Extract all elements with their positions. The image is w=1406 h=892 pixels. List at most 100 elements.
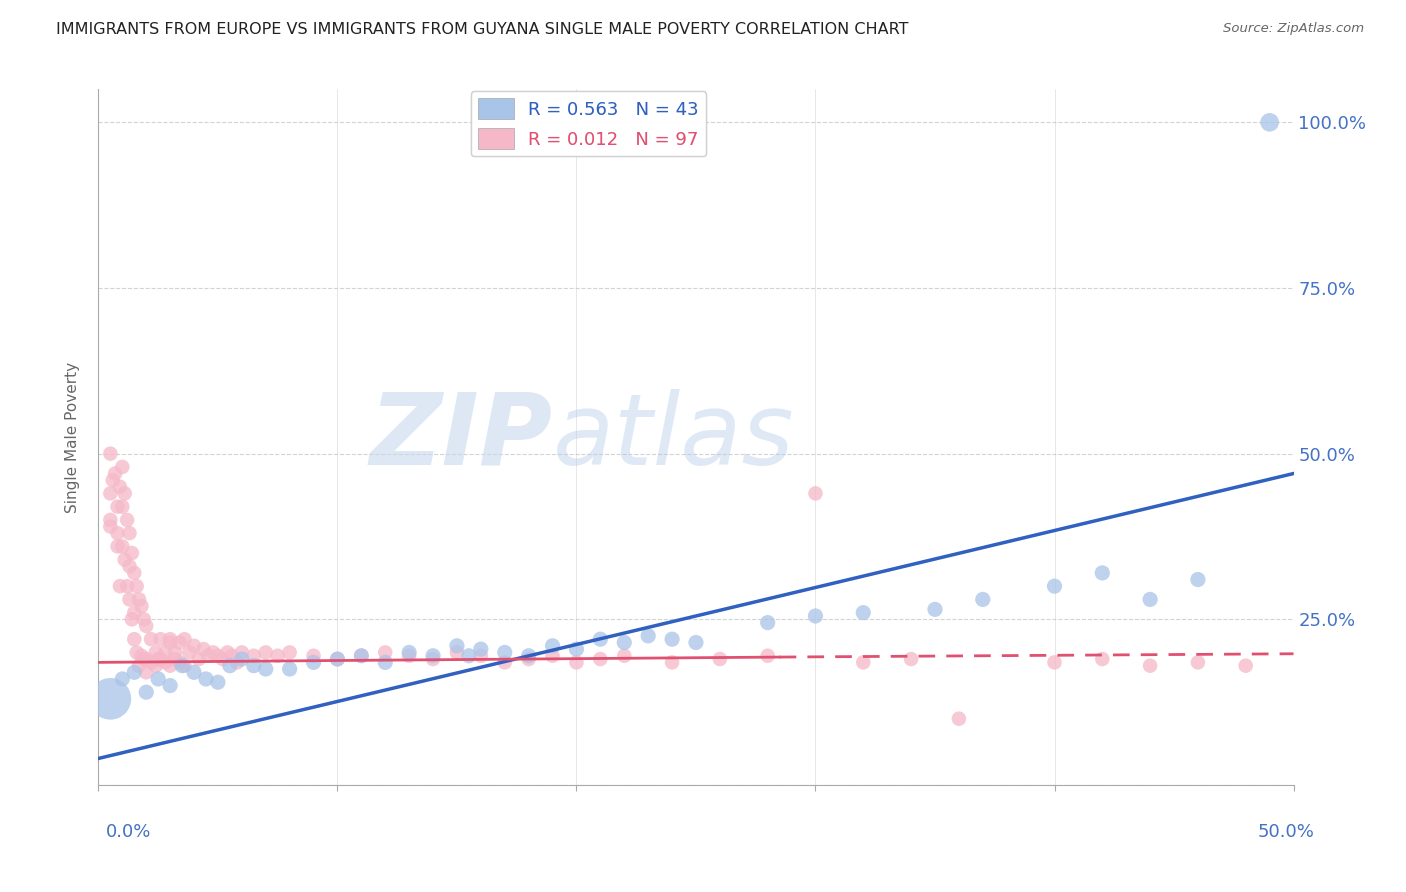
Point [446, 645, 468, 659]
Point [124, 566, 146, 580]
Point [197, 648, 219, 663]
Point [458, 648, 481, 663]
Point [972, 592, 994, 607]
Point [101, 473, 124, 487]
Text: 50.0%: 50.0% [1258, 823, 1315, 841]
Point [661, 656, 683, 670]
Point [685, 635, 707, 649]
Point [107, 500, 129, 514]
Point [183, 639, 205, 653]
Point [211, 652, 233, 666]
Point [637, 629, 659, 643]
Point [98, 519, 122, 533]
Point [155, 656, 177, 670]
Point [804, 609, 827, 624]
Point [107, 540, 129, 554]
Point [470, 648, 492, 663]
Point [326, 652, 349, 666]
Point [517, 652, 540, 666]
Point [131, 599, 153, 613]
Point [115, 513, 138, 527]
Point [326, 652, 349, 666]
Point [169, 656, 191, 670]
Point [132, 612, 155, 626]
Point [114, 552, 136, 566]
Point [804, 486, 827, 500]
Point [125, 579, 148, 593]
Legend: R = 0.563   N = 43, R = 0.012   N = 97: R = 0.563 N = 43, R = 0.012 N = 97 [471, 91, 706, 156]
Point [202, 645, 225, 659]
Point [1187, 573, 1209, 587]
Point [1139, 658, 1161, 673]
Point [267, 648, 290, 663]
Point [924, 602, 946, 616]
Point [111, 459, 134, 474]
Point [1187, 656, 1209, 670]
Point [111, 672, 134, 686]
Point [125, 645, 148, 659]
Point [541, 648, 564, 663]
Point [159, 679, 181, 693]
Point [231, 652, 253, 666]
Point [132, 652, 155, 666]
Point [108, 480, 131, 494]
Point [350, 648, 373, 663]
Point [159, 632, 181, 647]
Point [139, 656, 162, 670]
Point [661, 632, 683, 647]
Point [254, 662, 277, 676]
Point [226, 656, 249, 670]
Point [98, 447, 122, 461]
Point [121, 546, 143, 560]
Point [128, 658, 150, 673]
Point [135, 619, 157, 633]
Point [709, 652, 731, 666]
Point [302, 648, 325, 663]
Point [517, 648, 540, 663]
Point [541, 639, 564, 653]
Point [124, 632, 146, 647]
Point [179, 645, 201, 659]
Point [172, 658, 194, 673]
Point [207, 648, 229, 663]
Point [135, 665, 157, 680]
Text: atlas: atlas [553, 389, 794, 485]
Point [1043, 579, 1066, 593]
Point [756, 648, 779, 663]
Point [219, 658, 242, 673]
Point [135, 652, 157, 666]
Point [217, 645, 239, 659]
Point [118, 559, 141, 574]
Point [589, 632, 612, 647]
Y-axis label: Single Male Poverty: Single Male Poverty [65, 361, 80, 513]
Point [148, 652, 170, 666]
Point [195, 672, 218, 686]
Point [948, 712, 970, 726]
Point [1091, 652, 1114, 666]
Point [145, 645, 167, 659]
Point [207, 675, 229, 690]
Point [187, 652, 209, 666]
Point [398, 645, 420, 659]
Point [613, 635, 636, 649]
Point [494, 656, 516, 670]
Point [565, 656, 588, 670]
Point [565, 642, 588, 657]
Point [193, 642, 215, 657]
Point [900, 652, 922, 666]
Point [183, 665, 205, 680]
Point [163, 652, 186, 666]
Point [1258, 115, 1281, 129]
Point [111, 500, 134, 514]
Point [121, 612, 143, 626]
Point [131, 648, 153, 663]
Point [756, 615, 779, 630]
Point [243, 658, 266, 673]
Point [124, 665, 146, 680]
Point [278, 645, 301, 659]
Point [118, 526, 141, 541]
Point [254, 645, 277, 659]
Point [1043, 656, 1066, 670]
Point [852, 656, 875, 670]
Point [155, 645, 177, 659]
